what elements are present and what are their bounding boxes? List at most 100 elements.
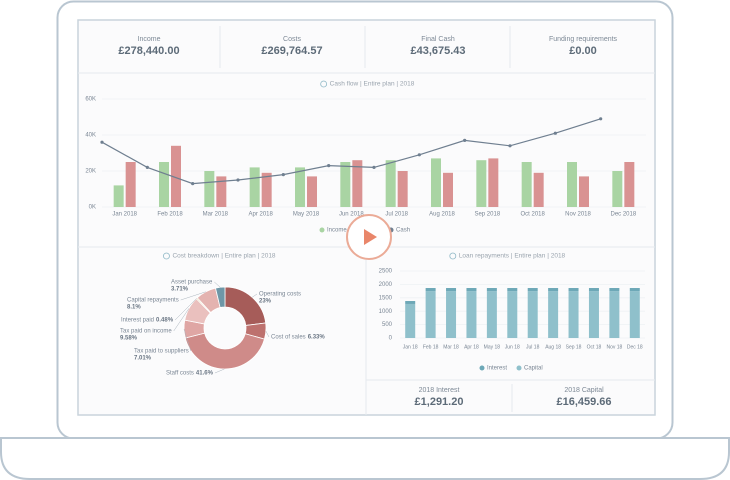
y-tick-label: 2000 [379, 282, 393, 288]
line-point [417, 153, 421, 157]
x-tick-label: Sep 18 [566, 344, 582, 350]
summary-label: Income [138, 36, 161, 43]
x-tick-label: Feb 18 [423, 344, 439, 350]
line-point [599, 117, 603, 121]
y-tick-label: 0 [389, 336, 393, 342]
x-tick-label: Jun 18 [505, 344, 520, 350]
bar [113, 185, 124, 207]
legend-label: Capital [524, 366, 543, 372]
summary-value: £0.00 [569, 45, 597, 57]
bar [443, 172, 453, 207]
slice-value: 7.01% [134, 356, 152, 362]
x-tick-label: Dec 18 [627, 344, 643, 350]
bar-segment [446, 288, 457, 292]
x-tick-label: Aug 18 [545, 344, 561, 350]
donut-slice [215, 286, 226, 309]
line-point [372, 165, 376, 169]
x-tick-label: Apr 18 [464, 344, 479, 350]
line [101, 118, 601, 185]
bar-segment [568, 288, 579, 292]
x-tick-label: Aug 2018 [429, 212, 455, 218]
bar [533, 172, 544, 207]
slice-label: Capital repayments [127, 298, 179, 304]
x-tick-label: Mar 2018 [203, 212, 229, 218]
x-tick-label: May 2018 [293, 212, 320, 218]
legend-label: Income [327, 228, 347, 234]
bar-segment [486, 288, 497, 292]
line-point [281, 173, 285, 177]
summary-value: £269,764.57 [261, 45, 322, 57]
bar-segment [507, 291, 518, 338]
slice-label: Operating costs [259, 292, 301, 298]
leader-line [252, 293, 258, 298]
slice-label: Tax paid on income [120, 329, 172, 335]
y-tick-label: 2500 [379, 269, 393, 275]
slice-label: Staff costs [166, 371, 194, 377]
x-tick-label: Feb 2018 [157, 212, 183, 218]
slice-value: 6.33% [308, 335, 326, 341]
line-point [553, 131, 557, 135]
bar-segment [507, 288, 518, 292]
bar [385, 160, 396, 207]
bar [521, 162, 532, 207]
slice-value: 3.71% [171, 287, 189, 293]
info-icon [449, 252, 457, 260]
legend-swatch [516, 365, 522, 371]
line-point [100, 140, 104, 144]
bar [431, 158, 441, 207]
summary-value: £16,459.66 [556, 396, 611, 408]
x-tick-label: Jul 18 [526, 344, 540, 350]
bar [171, 145, 181, 207]
chart-title: Loan repayments | Entire plan | 2018 [459, 253, 566, 260]
slice-label: Asset purchase [171, 280, 213, 286]
legend-label: Interest [487, 366, 507, 372]
slice-value: 0.48% [156, 318, 174, 324]
summary-value: £1,291.20 [415, 396, 464, 408]
y-tick-label: 60K [85, 97, 96, 103]
legend-swatch [479, 365, 485, 371]
bar [567, 162, 577, 207]
slice-label: Tax paid to suppliers [134, 349, 189, 355]
play-icon [364, 229, 377, 245]
legend-swatch [319, 227, 325, 233]
chart-title: Cost breakdown | Entire plan | 2018 [172, 253, 275, 260]
summary-label: Final Cash [421, 36, 455, 43]
summary-value: £278,440.00 [118, 45, 179, 57]
line-point [236, 178, 240, 182]
bar [295, 167, 305, 207]
bar [261, 172, 272, 207]
bar-segment [527, 288, 538, 292]
play-button[interactable] [346, 214, 392, 260]
leader-line [214, 368, 225, 374]
y-tick-label: 500 [382, 322, 393, 328]
leader-line [183, 329, 191, 352]
summary-label: Costs [283, 36, 301, 43]
leader-line [174, 298, 197, 321]
line-point [463, 138, 467, 142]
slice-label: Interest paid [121, 318, 154, 324]
summary-label: 2018 Interest [419, 387, 460, 394]
slice-value: 9.58% [120, 336, 138, 342]
bar [216, 176, 227, 207]
bar [488, 158, 499, 207]
x-tick-label: Jan 18 [403, 344, 418, 350]
laptop-base [0, 437, 730, 480]
x-tick-label: Sep 2018 [474, 212, 500, 218]
bar-segment [527, 291, 538, 338]
bar [612, 171, 623, 207]
x-tick-label: Mar 18 [443, 344, 459, 350]
slice-label: Cost of sales [271, 335, 306, 341]
x-tick-label: Apr 2018 [248, 212, 273, 218]
bar-segment [405, 303, 416, 338]
bar [397, 171, 408, 207]
bar [340, 162, 351, 207]
info-icon [320, 80, 328, 88]
donut-slice [184, 332, 265, 370]
y-tick-label: 1500 [379, 295, 393, 301]
chart-title: Cash flow | Entire plan | 2018 [330, 81, 415, 88]
bar-segment [548, 291, 559, 338]
x-tick-label: Jan 2018 [112, 212, 137, 218]
line-point [327, 164, 331, 168]
bar-segment [405, 301, 416, 304]
